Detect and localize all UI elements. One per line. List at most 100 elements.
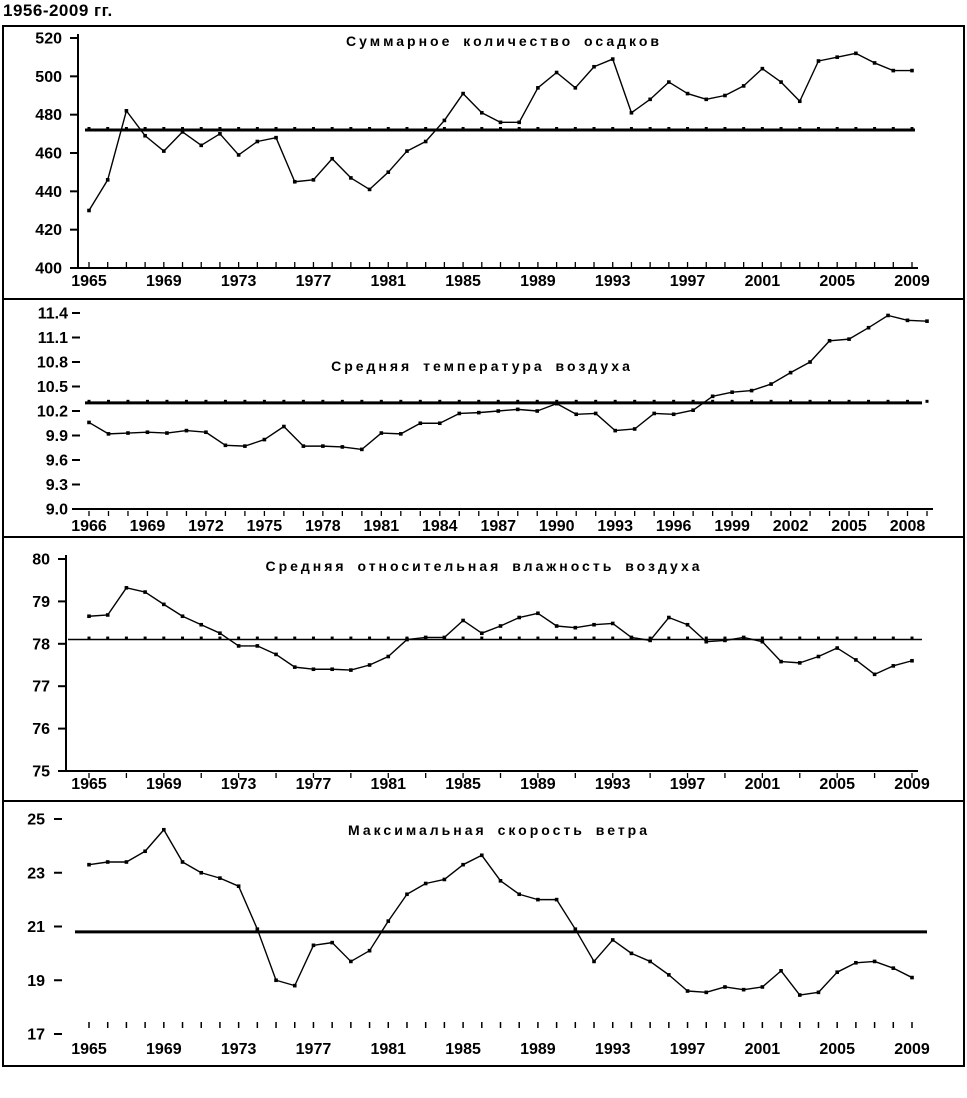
x-tick-label: 1977 <box>296 776 332 793</box>
chart-title-humidity: Средняя относительная влажность воздуха <box>265 558 703 574</box>
y-tick-label: 10.2 <box>37 404 68 421</box>
data-marker <box>255 139 260 144</box>
data-marker <box>797 99 802 104</box>
x-tick-label: 1972 <box>188 518 224 535</box>
mean-marker <box>162 127 166 130</box>
mean-marker <box>629 127 633 130</box>
mean-marker <box>592 636 596 640</box>
data-marker <box>199 143 204 148</box>
x-tick-label: 1987 <box>480 518 516 535</box>
mean-marker <box>301 399 305 403</box>
data-marker <box>87 614 91 619</box>
mean-marker <box>760 127 764 130</box>
data-marker <box>741 635 746 640</box>
mean-marker <box>255 127 259 130</box>
data-marker <box>106 432 111 436</box>
mean-marker <box>330 127 334 130</box>
data-marker <box>891 664 896 668</box>
mean-marker <box>555 399 559 403</box>
mean-marker <box>218 636 222 640</box>
data-marker <box>536 897 540 902</box>
y-tick-label: 78 <box>32 636 50 653</box>
mean-marker <box>835 127 839 130</box>
data-marker <box>255 644 260 648</box>
mean-marker <box>760 636 764 640</box>
mean-marker <box>496 399 500 403</box>
data-marker <box>760 639 765 644</box>
mean-marker <box>106 127 110 130</box>
mean-marker <box>594 399 598 403</box>
data-marker <box>162 149 166 153</box>
mean-marker <box>613 399 617 403</box>
data-marker <box>442 118 447 123</box>
data-marker <box>517 120 522 125</box>
data-marker <box>573 927 578 931</box>
mean-marker <box>349 636 353 640</box>
data-marker <box>613 428 617 433</box>
mean-marker <box>262 399 266 403</box>
y-tick-label: 23 <box>27 865 45 882</box>
mean-marker <box>126 399 130 403</box>
mean-marker <box>199 127 203 130</box>
data-marker <box>418 421 423 426</box>
x-tick-label: 1985 <box>445 273 481 290</box>
y-tick-label: 10.5 <box>37 379 68 396</box>
mean-marker <box>106 636 110 640</box>
data-marker <box>124 109 129 113</box>
data-marker <box>910 68 914 73</box>
data-marker <box>143 849 147 854</box>
data-marker <box>262 437 267 442</box>
y-tick <box>72 361 80 363</box>
data-marker <box>165 431 169 435</box>
x-tick-label: 2002 <box>773 518 809 535</box>
data-marker <box>685 989 690 993</box>
data-marker <box>741 84 746 88</box>
y-tick-label: 480 <box>35 107 62 124</box>
data-marker <box>592 959 596 964</box>
mean-marker <box>418 399 422 403</box>
x-tick-label: 1966 <box>71 518 107 535</box>
data-marker <box>648 97 652 102</box>
data-marker <box>515 407 520 412</box>
data-marker <box>854 658 858 662</box>
mean-marker <box>816 636 820 640</box>
data-marker <box>498 879 503 883</box>
mean-marker <box>816 127 820 130</box>
mean-marker <box>461 636 465 640</box>
chart-title-wind: Максимальная скорость ветра <box>347 822 651 838</box>
y-tick-label: 440 <box>35 184 62 201</box>
x-tick-label: 1993 <box>595 776 631 793</box>
x-tick-label: 1996 <box>656 518 692 535</box>
mean-marker <box>461 127 465 130</box>
data-marker <box>760 985 765 989</box>
data-marker <box>218 132 222 136</box>
data-marker <box>143 590 147 594</box>
data-marker <box>667 80 671 84</box>
y-tick <box>72 312 80 314</box>
x-tick-label: 1997 <box>670 776 706 793</box>
data-marker <box>330 667 334 672</box>
data-marker <box>367 187 372 192</box>
chart-panel-temperature: Средняя температура воздуха 11.4 11.1 10.8… <box>2 298 965 538</box>
data-marker <box>749 388 754 393</box>
data-marker <box>779 969 783 973</box>
data-marker <box>517 615 522 620</box>
mean-marker <box>399 399 403 403</box>
data-marker <box>535 409 540 413</box>
chart-panel-humidity: Средняя относительная влажность воздуха … <box>2 536 965 802</box>
mean-marker <box>828 399 832 403</box>
y-tick-label: 400 <box>35 261 62 278</box>
x-tick-label: 1984 <box>422 518 458 535</box>
y-tick-label: 75 <box>32 764 50 781</box>
x-tick-label: 1985 <box>445 776 481 793</box>
y-tick-label: 79 <box>32 594 50 611</box>
data-marker <box>423 635 428 640</box>
mean-marker <box>906 399 910 403</box>
data-marker <box>808 360 812 364</box>
x-tick-label: 1969 <box>130 518 166 535</box>
mean-marker <box>87 636 91 640</box>
mean-marker <box>143 636 147 640</box>
chart-title-temperature: Средняя температура воздуха <box>331 358 633 374</box>
data-line <box>88 587 913 676</box>
mean-marker <box>330 636 334 640</box>
